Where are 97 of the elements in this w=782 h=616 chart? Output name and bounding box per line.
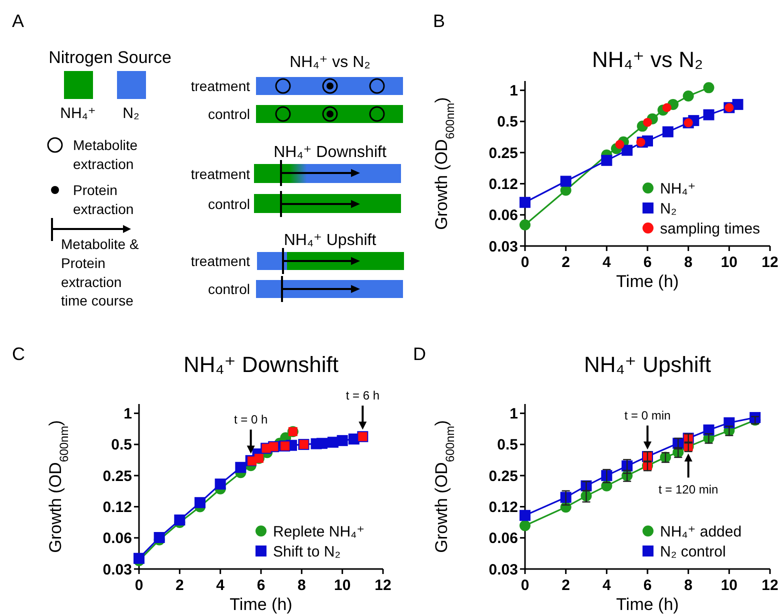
- x-tick-label: 10: [720, 254, 738, 271]
- y-tick-label: 0.25: [488, 468, 518, 485]
- y-tick-label: 0.12: [102, 498, 132, 516]
- text: Protein extraction: [73, 182, 134, 217]
- point: [622, 144, 633, 156]
- y-tick-label: 0.25: [488, 144, 518, 162]
- y-tick-label: 0.06: [488, 207, 518, 224]
- x-tick-label: 8: [297, 577, 306, 594]
- chart-title: NH₄⁺ Upshift: [584, 352, 711, 377]
- point: [235, 462, 246, 473]
- point: [560, 176, 572, 187]
- point: [662, 103, 672, 112]
- annotation: t = 6 h: [346, 388, 380, 403]
- y-tick-label: 0.06: [102, 530, 132, 548]
- y-tick-label: 1: [124, 406, 132, 423]
- point: [520, 510, 530, 521]
- x-tick-label: 2: [562, 254, 570, 271]
- point: [520, 219, 530, 230]
- x-tick-label: 12: [374, 577, 392, 594]
- x-axis-title: Time (h): [616, 595, 679, 614]
- y-tick-label: 0.5: [497, 114, 518, 131]
- y-tick-label: 0.12: [488, 498, 518, 516]
- text: NH₄⁺ vs N₂: [290, 54, 370, 71]
- x-tick-label: 8: [684, 577, 693, 594]
- point: [643, 118, 652, 127]
- x-tick-label: 4: [602, 577, 612, 594]
- x-tick-label: 10: [334, 577, 351, 594]
- point: [662, 126, 674, 138]
- text: treatment: [190, 166, 250, 182]
- point: [732, 98, 744, 110]
- y-tick-label: 0.03: [488, 561, 518, 578]
- x-tick-label: 6: [643, 577, 652, 594]
- legend-label: sampling times: [660, 220, 760, 238]
- annotation: t = 120 min: [658, 482, 718, 497]
- point: [601, 154, 612, 166]
- y-tick-label: 0.5: [111, 436, 132, 454]
- x-tick-label: 6: [256, 577, 266, 594]
- text: NH₄⁺: [60, 105, 96, 122]
- annotation: t = 0 h: [234, 412, 268, 427]
- y-tick-label: 0.5: [497, 436, 518, 454]
- text: control: [208, 196, 250, 212]
- text: C: [12, 344, 25, 364]
- point: [615, 140, 624, 149]
- y-tick-label: 1: [510, 82, 518, 100]
- legend-label: Shift to N₂: [273, 543, 341, 560]
- text: control: [208, 106, 250, 122]
- text: N₂: [122, 105, 140, 122]
- x-axis-title: Time (h): [616, 272, 679, 291]
- y-tick-label: 0.03: [488, 238, 518, 256]
- chart-title: NH₄⁺ Downshift: [183, 352, 339, 377]
- x-tick-label: 0: [520, 254, 530, 271]
- legend-label: NH₄⁺ added: [660, 523, 742, 540]
- text: Metabolite & Protein extraction time course: [61, 236, 140, 309]
- text: B: [433, 11, 446, 31]
- point: [336, 435, 348, 446]
- text: A: [12, 11, 24, 31]
- x-tick-label: 2: [175, 577, 184, 594]
- point: [703, 82, 714, 94]
- text: treatment: [190, 253, 250, 269]
- point: [134, 552, 144, 564]
- x-tick-label: 4: [216, 577, 226, 594]
- legend-label: NH₄⁺: [660, 180, 696, 198]
- x-tick-label: 8: [684, 254, 693, 271]
- point: [520, 520, 530, 532]
- point: [703, 109, 714, 120]
- text: NH₄⁺ Downshift: [274, 144, 387, 161]
- annotation: t = 0 min: [624, 408, 671, 423]
- point: [194, 497, 206, 508]
- text: control: [208, 281, 250, 297]
- x-tick-label: 4: [602, 254, 612, 271]
- x-axis-title: Time (h): [230, 595, 292, 614]
- text: D: [413, 344, 426, 364]
- y-tick-label: 0.03: [102, 561, 132, 578]
- point: [154, 532, 165, 543]
- legend-label: N₂ control: [660, 543, 726, 560]
- point: [682, 90, 694, 102]
- point: [214, 478, 226, 490]
- x-tick-label: 0: [520, 577, 530, 594]
- y-tick-label: 0.25: [102, 468, 132, 485]
- x-tick-label: 0: [134, 577, 144, 594]
- x-tick-label: 6: [643, 254, 652, 271]
- point: [520, 196, 530, 208]
- x-tick-label: 12: [762, 577, 778, 594]
- x-tick-label: 12: [762, 254, 778, 271]
- y-tick-label: 1: [510, 406, 518, 423]
- text: Nitrogen Source: [48, 48, 172, 67]
- x-tick-label: 2: [562, 577, 570, 594]
- point: [636, 138, 646, 147]
- y-tick-label: 0.12: [488, 176, 518, 193]
- x-tick-label: 10: [720, 577, 738, 594]
- legend-label: N₂: [660, 200, 677, 218]
- legend-label: Replete NH₄⁺: [273, 523, 365, 540]
- text: treatment: [190, 78, 250, 94]
- text: Metabolite extraction: [73, 137, 138, 172]
- chart-title: NH₄⁺ vs N₂: [592, 47, 704, 72]
- y-tick-label: 0.06: [488, 530, 518, 548]
- text: NH₄⁺ Upshift: [284, 232, 377, 249]
